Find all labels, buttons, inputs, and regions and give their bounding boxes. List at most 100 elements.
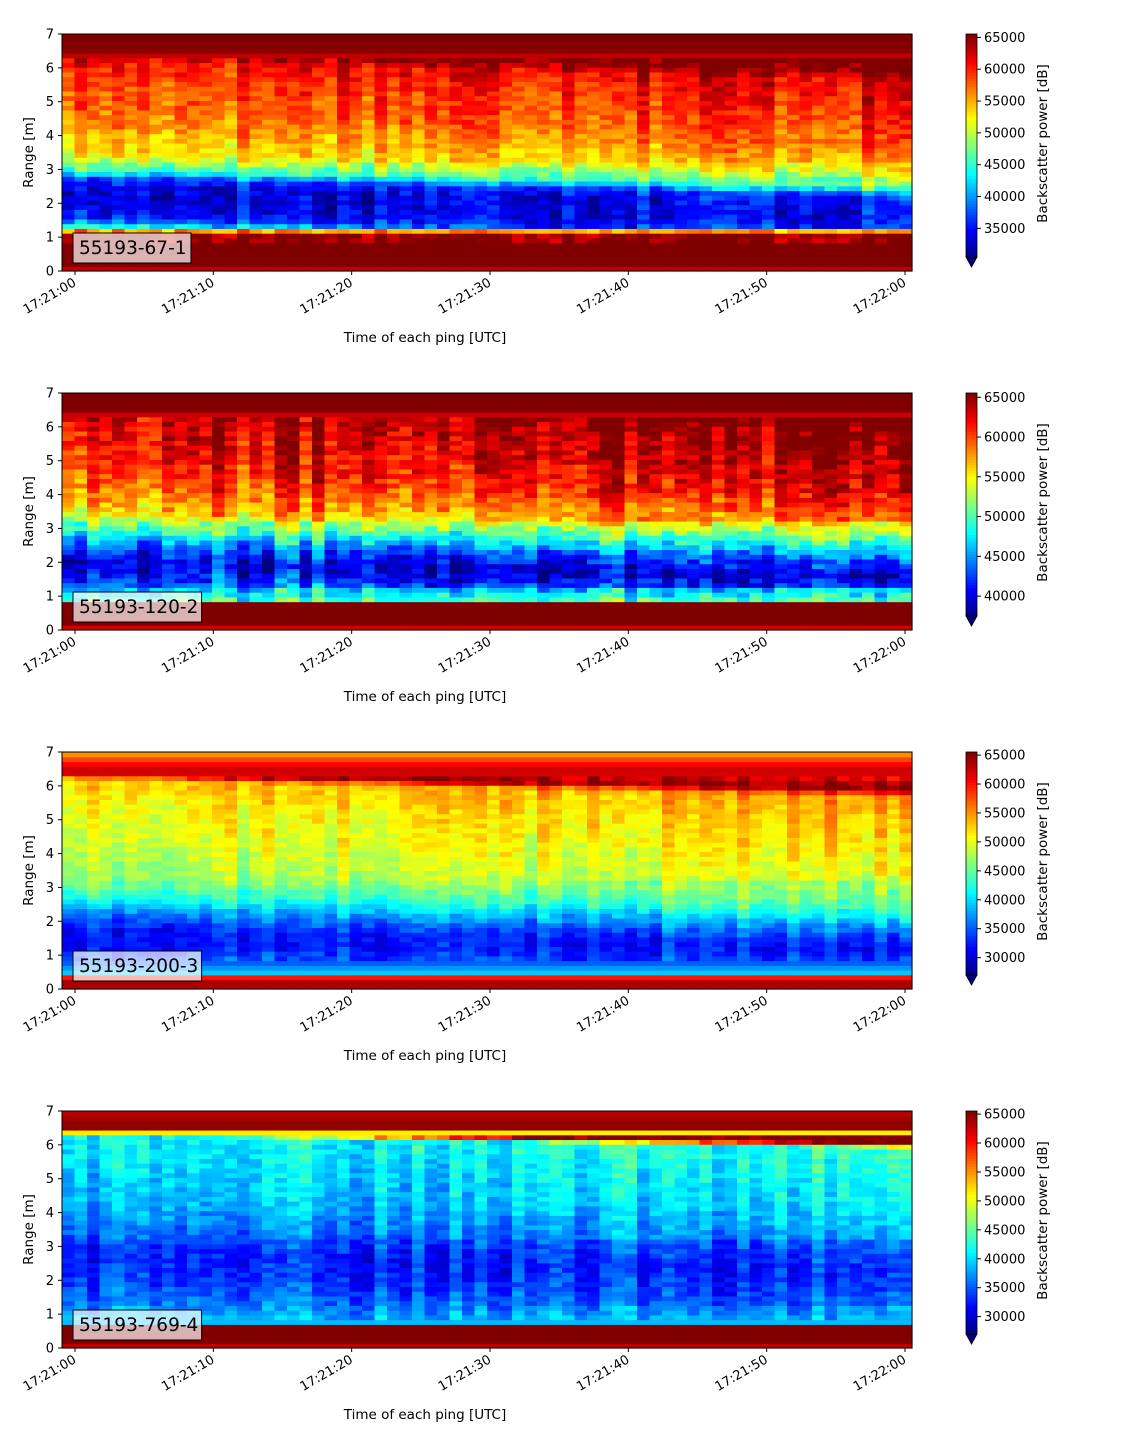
heatmap-cell: [524, 67, 538, 73]
heatmap-cell: [249, 209, 263, 215]
heatmap-cell: [374, 124, 388, 130]
heatmap-cell: [274, 34, 288, 40]
heatmap-cell: [249, 402, 263, 408]
heatmap-cell: [737, 252, 751, 258]
heatmap-cell: [524, 228, 538, 234]
heatmap-cell: [224, 615, 238, 622]
heatmap-cell: [199, 549, 213, 555]
heatmap-cell: [562, 176, 576, 182]
heatmap-cell: [662, 48, 676, 54]
heatmap-cell: [249, 95, 263, 101]
heatmap-cell: [174, 449, 188, 456]
heatmap-cell: [249, 180, 263, 187]
heatmap-cell: [262, 190, 276, 196]
heatmap-cell: [512, 180, 526, 187]
heatmap-cell: [599, 166, 613, 173]
heatmap-cell: [324, 109, 338, 116]
heatmap-cell: [324, 133, 338, 139]
heatmap-cell: [537, 180, 551, 187]
heatmap-cell: [449, 48, 463, 54]
heatmap-cell: [112, 525, 126, 532]
heatmap-cell: [149, 426, 163, 432]
heatmap-cell: [724, 223, 738, 229]
heatmap-cell: [124, 554, 138, 560]
heatmap-cell: [312, 620, 326, 626]
heatmap-cell: [724, 114, 738, 120]
heatmap-cell: [287, 114, 301, 120]
heatmap-cell: [62, 592, 76, 598]
heatmap-cell: [299, 539, 313, 546]
heatmap-cell: [274, 190, 288, 196]
heatmap-cell: [887, 38, 901, 45]
heatmap-cell: [649, 67, 663, 73]
heatmap-cell: [587, 218, 601, 225]
heatmap-cell: [124, 430, 138, 437]
heatmap-cell: [874, 199, 888, 206]
heatmap-cell: [437, 81, 451, 87]
heatmap-cell: [624, 38, 638, 45]
heatmap-cell: [412, 530, 426, 536]
heatmap-cell: [849, 209, 863, 215]
heatmap-cell: [399, 402, 413, 408]
heatmap-cell: [749, 237, 763, 244]
heatmap-cell: [562, 143, 576, 149]
heatmap-cell: [62, 133, 76, 139]
heatmap-cell: [537, 237, 551, 244]
colorbar-step: [966, 84, 977, 88]
heatmap-cell: [237, 81, 251, 87]
heatmap-cell: [662, 128, 676, 135]
heatmap-cell: [774, 171, 788, 177]
heatmap-cell: [237, 592, 251, 598]
heatmap-cell: [137, 86, 151, 92]
heatmap-cell: [524, 157, 538, 163]
heatmap-cell: [424, 95, 438, 101]
heatmap-cell: [212, 266, 226, 272]
heatmap-cell: [499, 109, 513, 116]
heatmap-cell: [262, 596, 276, 603]
heatmap-cell: [824, 143, 838, 149]
heatmap-cell: [299, 620, 313, 626]
heatmap-cell: [62, 568, 76, 574]
heatmap-cell: [249, 86, 263, 92]
heatmap-cell: [512, 266, 526, 272]
heatmap-cell: [887, 190, 901, 196]
heatmap-cell: [349, 124, 363, 130]
heatmap-cell: [137, 620, 151, 626]
heatmap-cell: [337, 411, 351, 418]
heatmap-cell: [399, 544, 413, 551]
heatmap-cell: [624, 228, 638, 234]
heatmap-cell: [224, 147, 238, 154]
heatmap-cell: [212, 256, 226, 263]
heatmap-cell: [362, 138, 376, 144]
heatmap-cell: [137, 105, 151, 111]
heatmap-cell: [799, 256, 813, 263]
heatmap-cell: [774, 266, 788, 272]
heatmap-cell: [199, 199, 213, 206]
heatmap-cell: [687, 161, 701, 168]
heatmap-cell: [74, 563, 88, 569]
heatmap-cell: [724, 218, 738, 225]
heatmap-cell: [199, 464, 213, 470]
heatmap-cell: [774, 67, 788, 73]
heatmap-cell: [474, 52, 488, 59]
heatmap-cell: [199, 105, 213, 111]
heatmap-cell: [562, 161, 576, 168]
heatmap-cell: [712, 199, 726, 206]
heatmap-cell: [149, 109, 163, 116]
heatmap-cell: [262, 218, 276, 225]
heatmap-cell: [362, 223, 376, 229]
heatmap-cell: [174, 402, 188, 408]
heatmap-cell: [374, 440, 388, 446]
heatmap-cell: [299, 176, 313, 182]
heatmap-cell: [849, 185, 863, 192]
heatmap-cell: [724, 266, 738, 272]
heatmap-cell: [837, 161, 851, 168]
heatmap-cell: [137, 516, 151, 522]
heatmap-cell: [274, 582, 288, 588]
heatmap-cell: [274, 48, 288, 54]
heatmap-cell: [824, 43, 838, 49]
heatmap-cell: [512, 95, 526, 101]
colorbar-tick-label: 65000: [984, 31, 1025, 46]
heatmap-cell: [287, 166, 301, 173]
heatmap-cell: [824, 171, 838, 177]
